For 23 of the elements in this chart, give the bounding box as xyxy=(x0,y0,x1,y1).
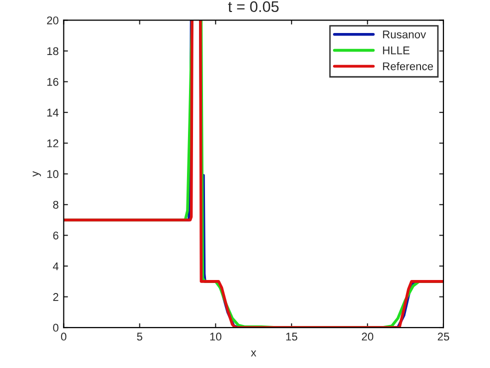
y-tick-label: 8 xyxy=(53,200,58,209)
y-tick-label: 0 xyxy=(53,324,58,332)
x-tick-label: 5 xyxy=(137,332,142,341)
y-axis-title: y xyxy=(32,171,41,177)
y-tick-label: 12 xyxy=(47,139,58,148)
chart-title: t = 0.05 xyxy=(228,1,279,12)
y-tick-label: 10 xyxy=(47,170,58,178)
y-tick-label: 2 xyxy=(53,293,58,301)
y-tick-label: 18 xyxy=(47,47,58,56)
x-tick-label: 10 xyxy=(210,332,222,341)
x-tick-label: 0 xyxy=(61,332,66,341)
legend-label: Rusanov xyxy=(383,30,426,38)
x-tick-label: 15 xyxy=(286,332,298,341)
legend-label: HLLE xyxy=(383,46,410,54)
y-tick-label: 20 xyxy=(47,16,58,24)
x-tick-label: 20 xyxy=(362,332,374,341)
y-tick-label: 4 xyxy=(52,262,59,270)
y-tick-label: 16 xyxy=(47,78,58,86)
y-tick-label: 6 xyxy=(53,232,58,240)
x-tick-label: 25 xyxy=(438,332,450,341)
legend-label: Reference xyxy=(383,62,433,70)
x-axis-title: x xyxy=(250,350,256,356)
y-tick-label: 14 xyxy=(47,108,59,116)
